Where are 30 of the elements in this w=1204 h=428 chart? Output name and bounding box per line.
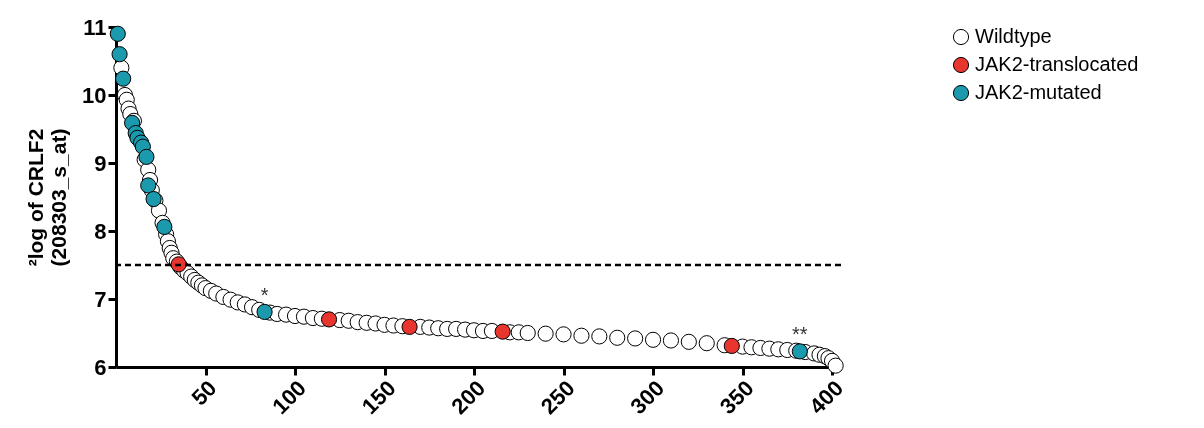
point bbox=[256, 303, 273, 320]
point bbox=[111, 46, 128, 63]
x-tick-label: 100 bbox=[267, 375, 312, 420]
y-tick-label: 6 bbox=[94, 354, 107, 380]
legend-label: JAK2-translocated bbox=[975, 53, 1139, 75]
y-tick-label: 7 bbox=[94, 286, 107, 312]
point bbox=[401, 318, 418, 335]
legend-label: Wildtype bbox=[975, 25, 1052, 47]
x-tick-label: 50 bbox=[186, 375, 222, 411]
x-tick-label: 400 bbox=[804, 375, 849, 420]
point bbox=[320, 311, 338, 328]
y-axis-title: ²log of CRLF2 (208303_s_at) bbox=[24, 128, 71, 267]
y-tick-label: 9 bbox=[94, 150, 107, 176]
y-tick-label: 8 bbox=[94, 218, 107, 244]
point bbox=[494, 323, 511, 340]
annotation: ** bbox=[792, 323, 808, 346]
x-tick-label: 300 bbox=[625, 375, 670, 420]
point bbox=[109, 25, 126, 42]
point bbox=[723, 337, 740, 354]
x-tick-label: 200 bbox=[446, 375, 491, 420]
x-tick-label: 250 bbox=[535, 375, 580, 420]
x-tick-label: 150 bbox=[356, 375, 401, 420]
x-tick-label: 350 bbox=[714, 375, 759, 420]
point bbox=[156, 218, 173, 235]
legend-label: JAK2-mutated bbox=[975, 81, 1102, 103]
annotation: * bbox=[260, 283, 269, 306]
point bbox=[140, 177, 157, 194]
point bbox=[115, 70, 132, 87]
y-tick-label: 10 bbox=[82, 82, 107, 108]
y-tick-label: 11 bbox=[83, 14, 107, 40]
